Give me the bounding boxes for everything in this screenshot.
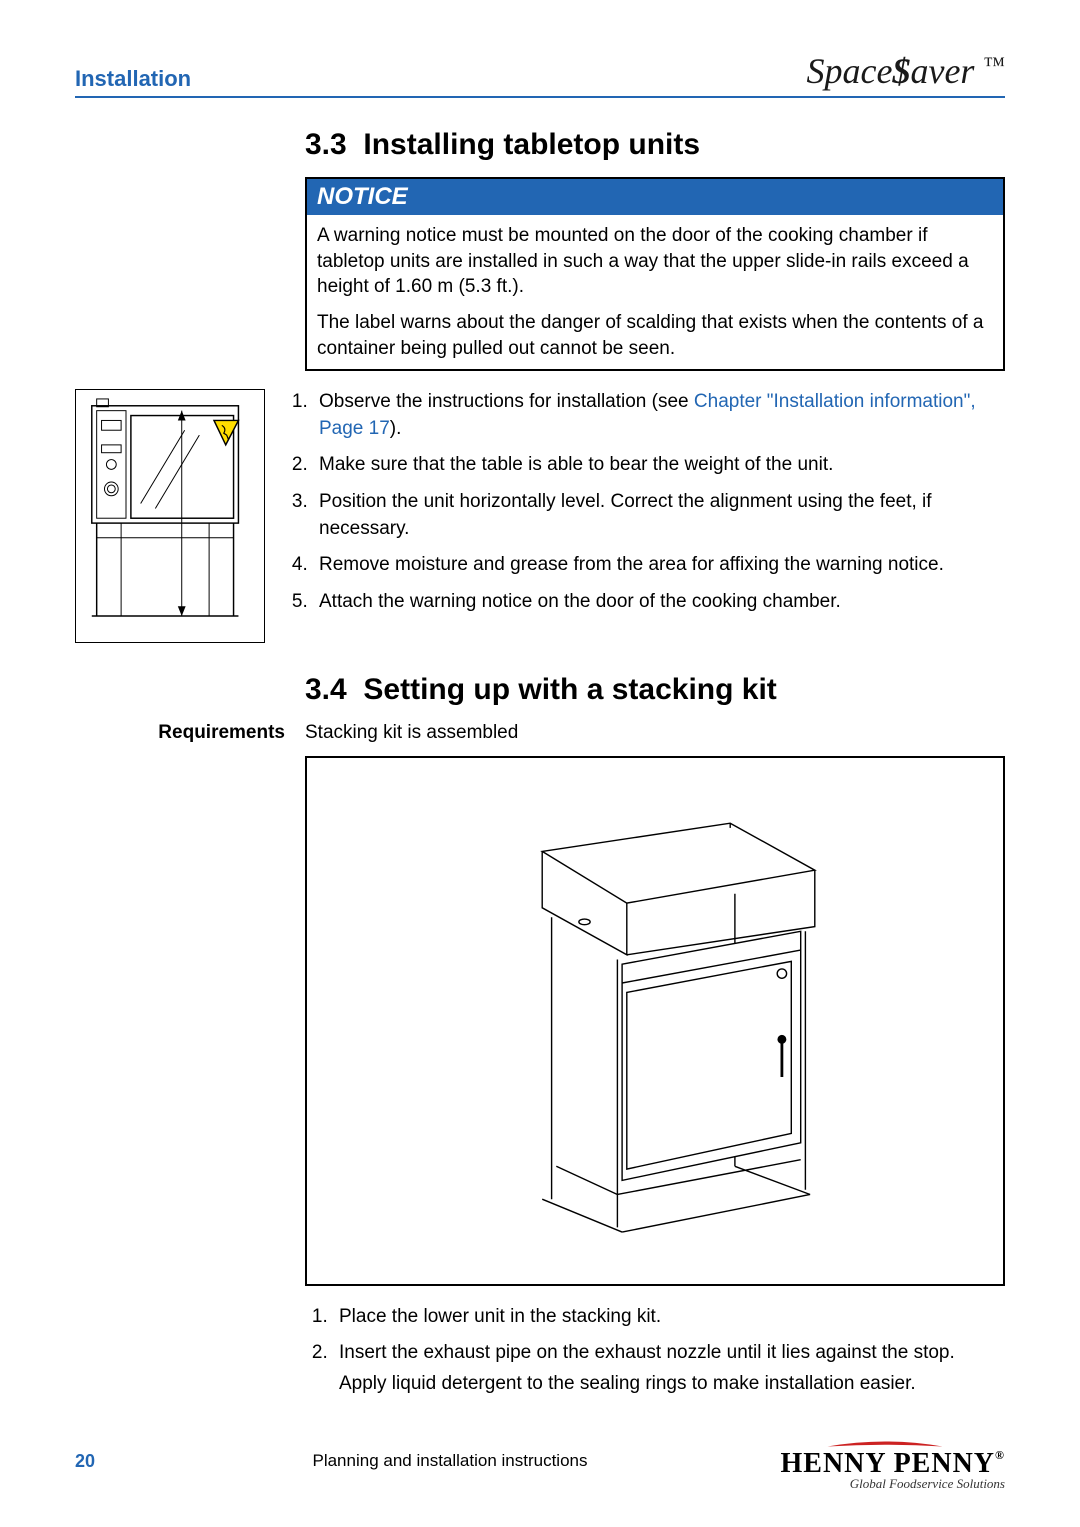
step-item: Position the unit horizontally level. Co… [313,489,1005,542]
step-item: Observe the instructions for installatio… [313,389,1005,442]
notice-box: NOTICE A warning notice must be mounted … [305,177,1005,371]
section-3-4-title: 3.4 Setting up with a stacking kit [305,673,1005,707]
step-item: Place the lower unit in the stacking kit… [333,1304,1005,1331]
requirements-row: Requirements Stacking kit is assembled [75,722,1005,744]
brand-tm: ™ [983,52,1005,77]
brand-prefix: Space [807,51,893,91]
brand-dollar: $ [892,51,910,91]
footer-logo: HENNY PENNY® Global Foodservice Solution… [765,1430,1005,1492]
section-3-3-title: 3.3 Installing tabletop units [305,128,1005,162]
footer-doc-title: Planning and installation instructions [135,1451,765,1471]
requirements-text: Stacking kit is assembled [305,722,518,744]
brand-suffix: aver [910,51,974,91]
stacking-kit-illustration [420,795,890,1246]
step-item: Remove moisture and grease from the area… [313,552,1005,579]
stacking-kit-illustration-box [305,756,1005,1286]
notice-paragraph: The label warns about the danger of scal… [317,310,993,361]
side-illustration [75,389,285,643]
section-3-4-steps: Place the lower unit in the stacking kit… [305,1304,1005,1367]
page-footer: 20 Planning and installation instruction… [75,1430,1005,1492]
section-3-3-steps: Observe the instructions for installatio… [285,389,1005,615]
header-section-label: Installation [75,66,191,92]
page-number: 20 [75,1451,135,1472]
step-item: Make sure that the table is able to bear… [313,452,1005,479]
step-extra-note: Apply liquid detergent to the sealing ri… [339,1371,1005,1398]
requirements-label: Requirements [75,722,305,744]
step-item: Insert the exhaust pipe on the exhaust n… [333,1340,1005,1367]
registered-mark: ® [995,1448,1005,1462]
step-item: Attach the warning notice on the door of… [313,589,1005,616]
notice-paragraph: A warning notice must be mounted on the … [317,223,993,300]
page-header: Installation Space$aver ™ [75,50,1005,98]
notice-header: NOTICE [307,179,1003,215]
notice-body: A warning notice must be mounted on the … [307,215,1003,369]
oven-on-stand-illustration [82,396,258,631]
logo-text: HENNY PENNY [781,1448,996,1479]
brand-logo: Space$aver ™ [807,50,1006,92]
